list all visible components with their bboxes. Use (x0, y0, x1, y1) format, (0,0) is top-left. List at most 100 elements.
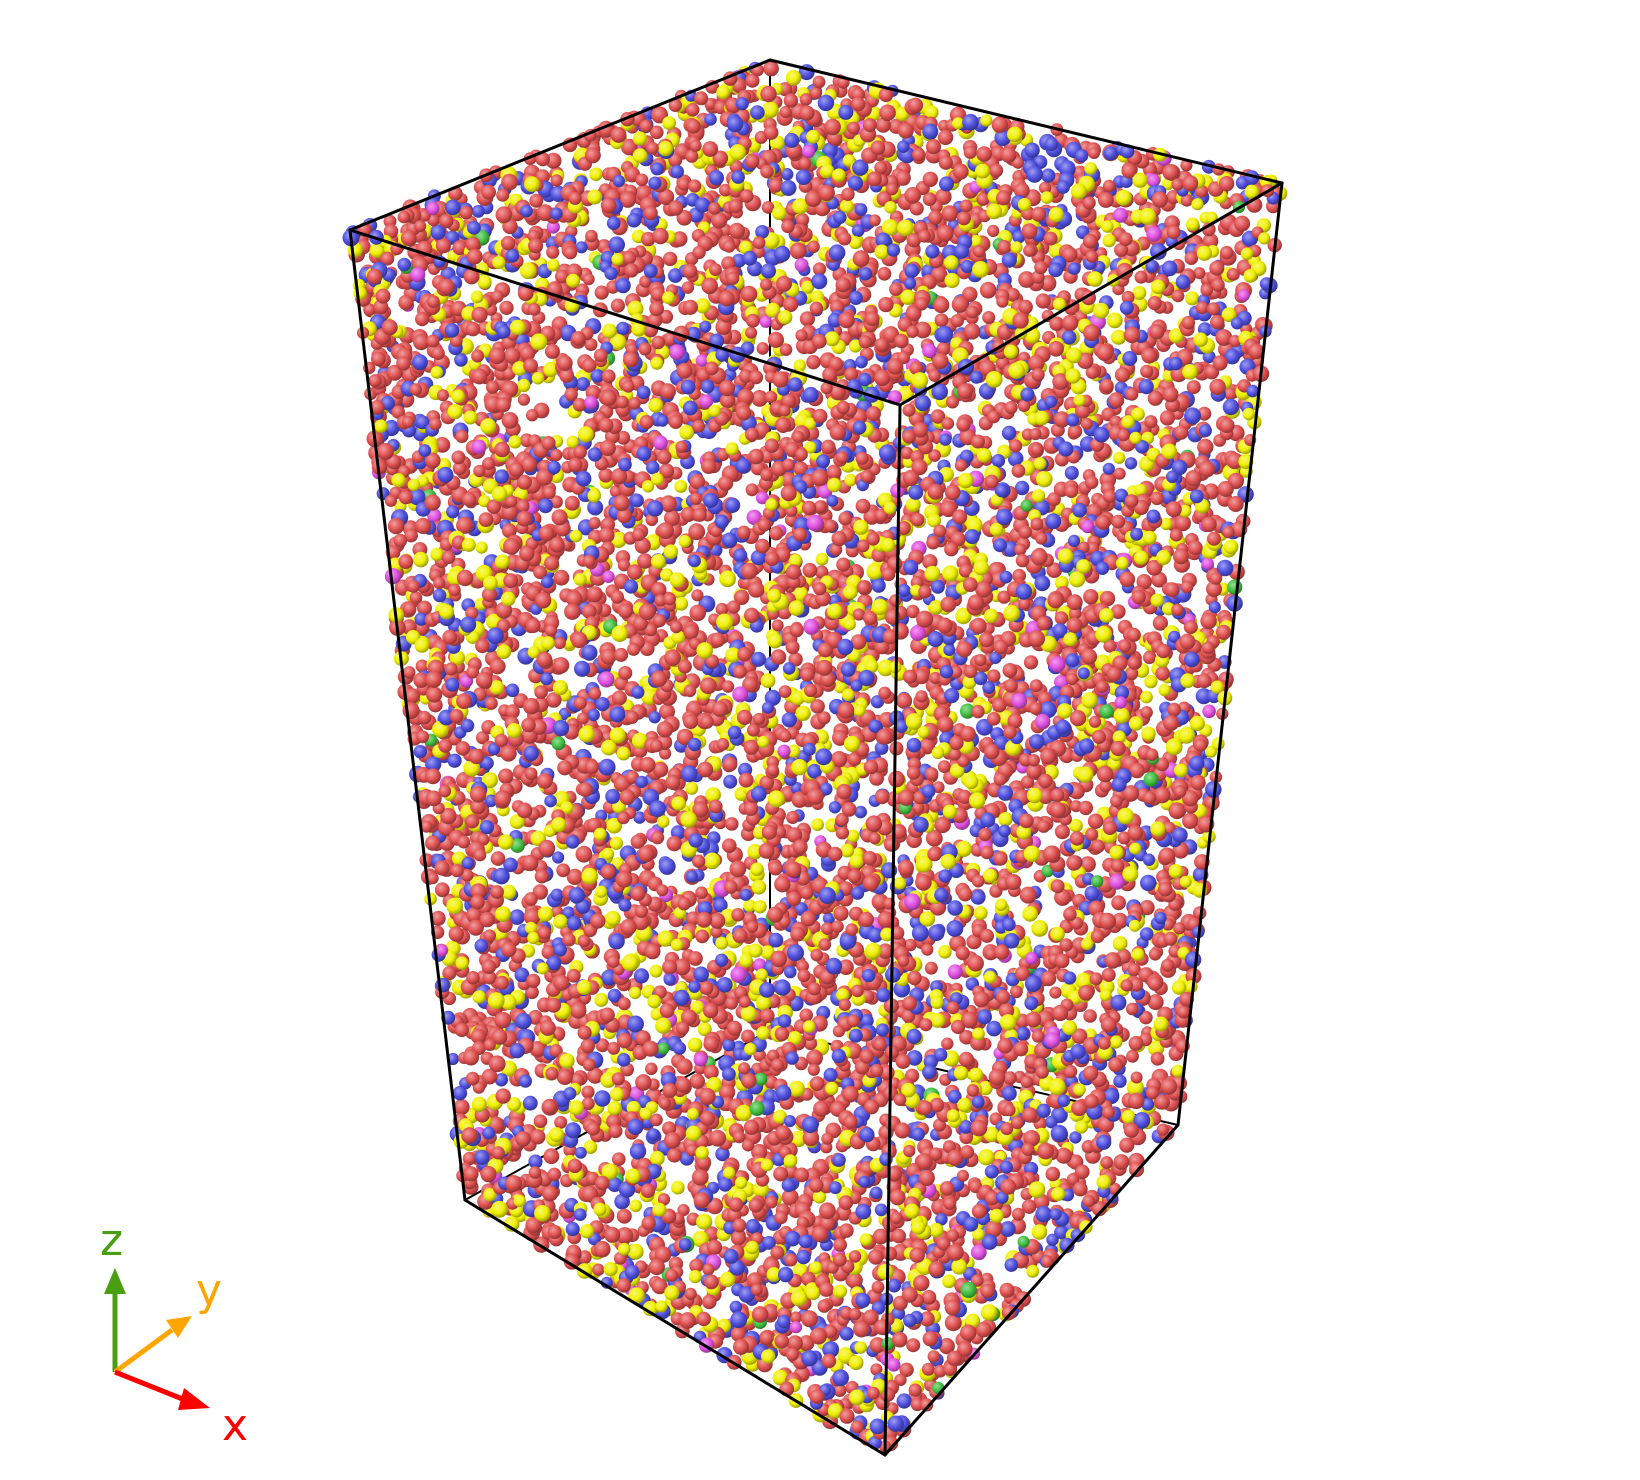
atom-red (584, 147, 601, 164)
atom-blue (607, 988, 622, 1003)
atom-blue (971, 1095, 985, 1109)
atom-red (1018, 299, 1033, 315)
atom-red (784, 1253, 798, 1267)
atom-blue (854, 805, 867, 819)
atom-red (1085, 475, 1099, 490)
atom-yellow (972, 1027, 985, 1041)
atom-yellow (1111, 329, 1126, 345)
atom-blue (991, 454, 1006, 468)
atom-red (498, 768, 514, 784)
atom-red (566, 868, 583, 886)
atom-red (1009, 439, 1023, 453)
atom-blue (790, 782, 804, 795)
atom-red (695, 886, 708, 899)
atom-red (765, 1195, 778, 1209)
atom-yellow (815, 552, 829, 566)
atom-red (517, 393, 531, 406)
atom-red (896, 692, 913, 709)
atom-red (1193, 267, 1206, 280)
atom-yellow (984, 608, 999, 624)
atom-red (835, 826, 850, 840)
atom-red (1005, 287, 1020, 302)
atom-red (592, 1263, 605, 1276)
atom-blue (781, 168, 794, 181)
atom-red (611, 690, 627, 706)
atom-red (689, 474, 706, 490)
atom-red (453, 1099, 470, 1115)
atom-yellow (589, 167, 603, 181)
atom-red (725, 817, 739, 831)
atom-red (958, 1051, 974, 1068)
atom-red (963, 145, 977, 159)
atom-yellow (833, 680, 847, 694)
atom-red (437, 389, 449, 402)
atom-red (616, 430, 631, 445)
atom-blue (733, 548, 748, 563)
atom-yellow (1185, 291, 1200, 306)
atom-red (781, 1188, 799, 1206)
atom-red (934, 313, 949, 327)
atom-red (1023, 655, 1039, 670)
atom-blue (647, 1128, 660, 1141)
atom-yellow (678, 535, 692, 548)
atom-yellow (877, 659, 895, 677)
atom-red (1215, 329, 1233, 346)
atom-red (1075, 1164, 1090, 1180)
atom-red (546, 245, 560, 259)
atom-blue (522, 1095, 538, 1111)
atom-red (753, 1048, 766, 1062)
atom-yellow (553, 914, 568, 929)
atom-blue (821, 142, 838, 159)
atom-blue (723, 774, 738, 789)
atom-red (536, 204, 554, 222)
atom-red (1013, 182, 1030, 199)
atom-red (452, 461, 467, 476)
atom-red (1071, 1028, 1088, 1044)
atom-blue (939, 176, 954, 192)
atom-red (833, 1238, 847, 1252)
atom-red (635, 1074, 652, 1091)
atom-red (1155, 666, 1170, 681)
atom-red (404, 528, 418, 543)
atom-red (426, 872, 439, 885)
atom-yellow (973, 906, 988, 921)
atom-blue (1007, 450, 1024, 467)
atom-red (1147, 994, 1164, 1011)
atom-red (501, 523, 517, 539)
atom-red (712, 150, 729, 167)
atom-red (641, 231, 656, 247)
atom-yellow (955, 840, 972, 858)
atom-yellow (866, 563, 884, 580)
atom-yellow (601, 1163, 618, 1180)
atom-red (774, 876, 791, 893)
atom-red (922, 554, 938, 570)
atom-blue (822, 912, 835, 925)
atom-yellow (1069, 818, 1083, 833)
atom-red (482, 457, 496, 471)
atom-red (871, 1280, 885, 1294)
atom-red (462, 1151, 477, 1166)
atom-blue (735, 458, 751, 474)
atom-yellow (573, 573, 587, 586)
atom-red (943, 1196, 957, 1210)
atom-red (793, 461, 808, 476)
atom-yellow (506, 1097, 522, 1112)
atom-yellow (610, 531, 627, 549)
atom-red (542, 1185, 559, 1202)
atom-red (966, 934, 982, 950)
atom-yellow (980, 114, 993, 127)
atom-red (1234, 215, 1251, 232)
atom-blue (446, 505, 460, 519)
atom-red (659, 309, 674, 324)
atom-red (1069, 710, 1087, 727)
atom-red (1166, 190, 1181, 205)
atom-red (741, 1029, 755, 1044)
atom-red (757, 518, 771, 532)
atom-yellow (616, 746, 631, 761)
atom-blue (896, 1393, 912, 1409)
atom-yellow (1099, 988, 1112, 1002)
atom-red (1151, 571, 1167, 588)
atom-red (630, 834, 645, 849)
atom-yellow (566, 435, 579, 449)
